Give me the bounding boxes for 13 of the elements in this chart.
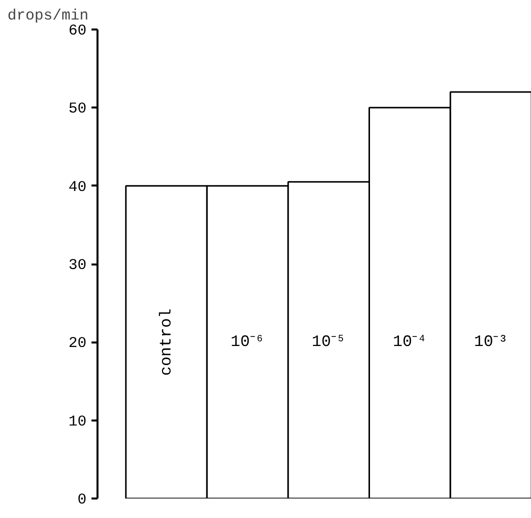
x-tick-label: 10⁻⁶ xyxy=(230,333,264,352)
x-tick-label: control xyxy=(157,308,176,376)
x-tick-label: 10⁻³ xyxy=(474,333,508,352)
y-tick-label: 0 xyxy=(78,492,87,508)
x-tick-label: 10⁻⁵ xyxy=(312,333,346,352)
y-tick-label: 60 xyxy=(68,22,87,40)
x-tick-label: 10⁻⁴ xyxy=(392,333,427,352)
y-tick-label: 20 xyxy=(68,335,87,352)
y-tick-label: 10 xyxy=(68,413,87,430)
y-tick-label: 50 xyxy=(68,100,87,118)
y-axis-title: drops/min xyxy=(8,8,89,24)
y-tick-label: 30 xyxy=(68,257,87,274)
y-tick-label: 40 xyxy=(68,178,87,196)
